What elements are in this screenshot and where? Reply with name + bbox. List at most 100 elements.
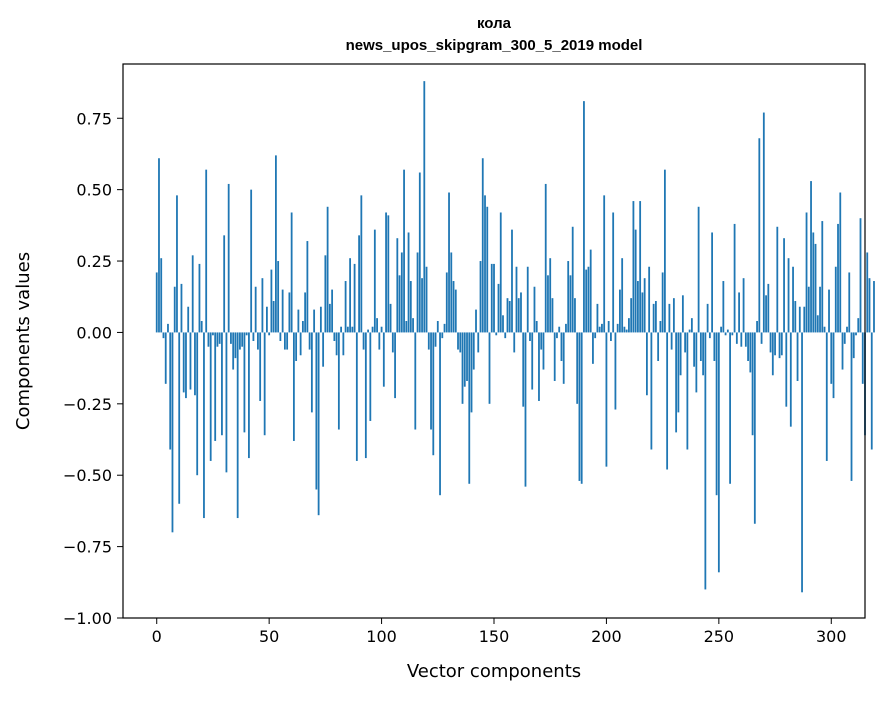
chart-title: кола — [477, 15, 512, 32]
bar-125 — [436, 321, 439, 333]
bar-57 — [283, 332, 286, 350]
bar-179 — [558, 326, 561, 333]
bar-282 — [789, 332, 792, 427]
bar-237 — [688, 329, 691, 333]
bar-71 — [315, 332, 318, 490]
bar-166 — [529, 332, 531, 341]
bar-86 — [349, 258, 351, 333]
bar-190 — [583, 101, 585, 333]
bar-89 — [355, 332, 358, 461]
bar-55 — [279, 332, 282, 341]
bar-93 — [364, 332, 367, 459]
bar-252 — [722, 281, 725, 333]
bar-314 — [861, 332, 864, 384]
bar-171 — [540, 332, 543, 350]
bar-145 — [481, 158, 484, 333]
bar-80 — [335, 332, 338, 356]
bar-113 — [409, 281, 412, 333]
bar-119 — [423, 81, 426, 333]
plot-frame — [122, 63, 866, 619]
bar-219 — [648, 266, 651, 333]
bar-290 — [807, 286, 810, 333]
bar-195 — [594, 332, 597, 339]
bar-62 — [295, 332, 298, 361]
bar-253 — [724, 332, 727, 336]
y-tick-label: −0.50 — [63, 466, 112, 485]
bar-49 — [266, 306, 268, 333]
bar-203 — [612, 212, 615, 333]
bar-294 — [816, 315, 819, 333]
bar-293 — [814, 243, 817, 333]
bar-83 — [342, 332, 345, 356]
bar-115 — [414, 332, 417, 430]
bar-157 — [508, 301, 511, 333]
x-tick-label: 0 — [152, 627, 162, 646]
bar-140 — [470, 332, 473, 413]
bar-305 — [841, 332, 844, 370]
bar-78 — [331, 289, 334, 333]
bar-251 — [720, 326, 722, 333]
bar-1 — [158, 158, 160, 333]
bar-109 — [400, 252, 403, 333]
bar-88 — [353, 263, 356, 333]
bar-168 — [533, 286, 536, 333]
bar-205 — [616, 323, 619, 333]
bar-136 — [461, 332, 464, 404]
bar-124 — [434, 332, 437, 347]
bar-51 — [270, 269, 273, 333]
bar-137 — [463, 332, 466, 387]
bar-270 — [762, 112, 765, 333]
bar-206 — [619, 289, 621, 333]
bar-223 — [657, 332, 660, 361]
bar-271 — [765, 295, 767, 333]
bar-87 — [351, 326, 354, 333]
bar-17 — [194, 332, 196, 396]
bar-133 — [454, 289, 457, 333]
bar-68 — [308, 332, 311, 350]
bar-301 — [832, 332, 835, 399]
bar-178 — [556, 332, 558, 339]
bar-75 — [324, 255, 327, 333]
bar-154 — [502, 315, 504, 333]
bar-82 — [340, 326, 342, 333]
bar-229 — [670, 332, 673, 350]
bar-106 — [394, 332, 396, 399]
bar-230 — [672, 298, 675, 333]
bar-173 — [544, 183, 547, 333]
bar-317 — [868, 278, 871, 333]
bar-153 — [499, 212, 502, 333]
bar-167 — [531, 332, 534, 390]
bar-312 — [857, 318, 860, 333]
bar-313 — [859, 218, 862, 333]
bar-110 — [403, 169, 405, 333]
y-tick-label: −0.75 — [63, 538, 112, 557]
bar-111 — [405, 321, 408, 333]
x-axis-label: Vector components — [407, 661, 581, 682]
bar-42 — [250, 189, 253, 333]
bar-268 — [758, 138, 761, 333]
bar-278 — [780, 332, 783, 356]
bar-193 — [589, 249, 592, 333]
bar-146 — [484, 195, 486, 333]
bar-256 — [731, 332, 734, 336]
bar-300 — [830, 332, 833, 384]
bar-155 — [504, 332, 507, 339]
bar-152 — [497, 283, 500, 333]
bar-280 — [785, 332, 788, 407]
bar-126 — [439, 332, 441, 496]
bar-103 — [387, 215, 390, 333]
bar-18 — [196, 332, 199, 476]
bar-2 — [160, 258, 163, 333]
bar-25 — [212, 332, 214, 336]
bar-112 — [407, 232, 410, 333]
bar-238 — [690, 318, 693, 333]
bar-174 — [547, 275, 549, 333]
bar-134 — [457, 332, 459, 350]
bar-261 — [742, 278, 745, 333]
bar-199 — [603, 195, 606, 333]
bar-198 — [601, 323, 603, 333]
bar-221 — [652, 303, 655, 333]
bar-129 — [445, 272, 448, 333]
bar-233 — [679, 332, 682, 376]
